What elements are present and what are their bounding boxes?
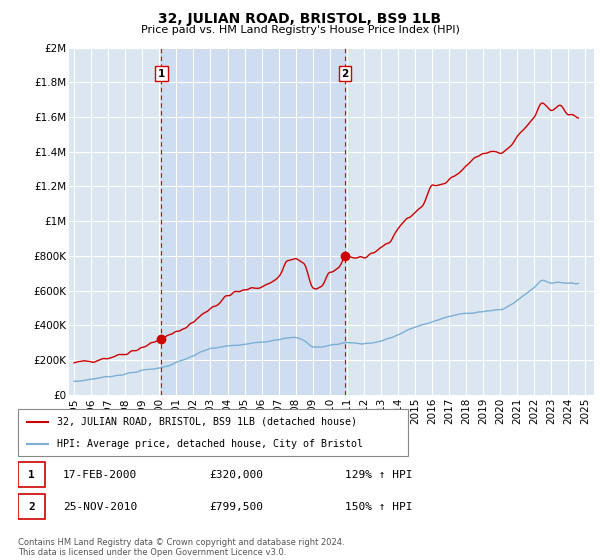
- Text: HPI: Average price, detached house, City of Bristol: HPI: Average price, detached house, City…: [57, 438, 363, 449]
- Text: 32, JULIAN ROAD, BRISTOL, BS9 1LB: 32, JULIAN ROAD, BRISTOL, BS9 1LB: [158, 12, 442, 26]
- Text: 1: 1: [158, 69, 165, 78]
- Text: 129% ↑ HPI: 129% ↑ HPI: [345, 470, 413, 479]
- FancyBboxPatch shape: [18, 494, 45, 519]
- Text: 150% ↑ HPI: 150% ↑ HPI: [345, 502, 413, 511]
- Text: Contains HM Land Registry data © Crown copyright and database right 2024.
This d: Contains HM Land Registry data © Crown c…: [18, 538, 344, 557]
- Bar: [161, 48, 345, 395]
- Text: 32, JULIAN ROAD, BRISTOL, BS9 1LB (detached house): 32, JULIAN ROAD, BRISTOL, BS9 1LB (detac…: [57, 417, 357, 427]
- Text: £799,500: £799,500: [210, 502, 264, 511]
- Text: £320,000: £320,000: [210, 470, 264, 479]
- Text: 2: 2: [28, 502, 35, 511]
- FancyBboxPatch shape: [18, 409, 408, 456]
- Text: 1: 1: [28, 470, 35, 479]
- Text: Price paid vs. HM Land Registry's House Price Index (HPI): Price paid vs. HM Land Registry's House …: [140, 25, 460, 35]
- Text: 25-NOV-2010: 25-NOV-2010: [63, 502, 137, 511]
- FancyBboxPatch shape: [18, 462, 45, 487]
- Text: 2: 2: [341, 69, 349, 78]
- Text: 17-FEB-2000: 17-FEB-2000: [63, 470, 137, 479]
